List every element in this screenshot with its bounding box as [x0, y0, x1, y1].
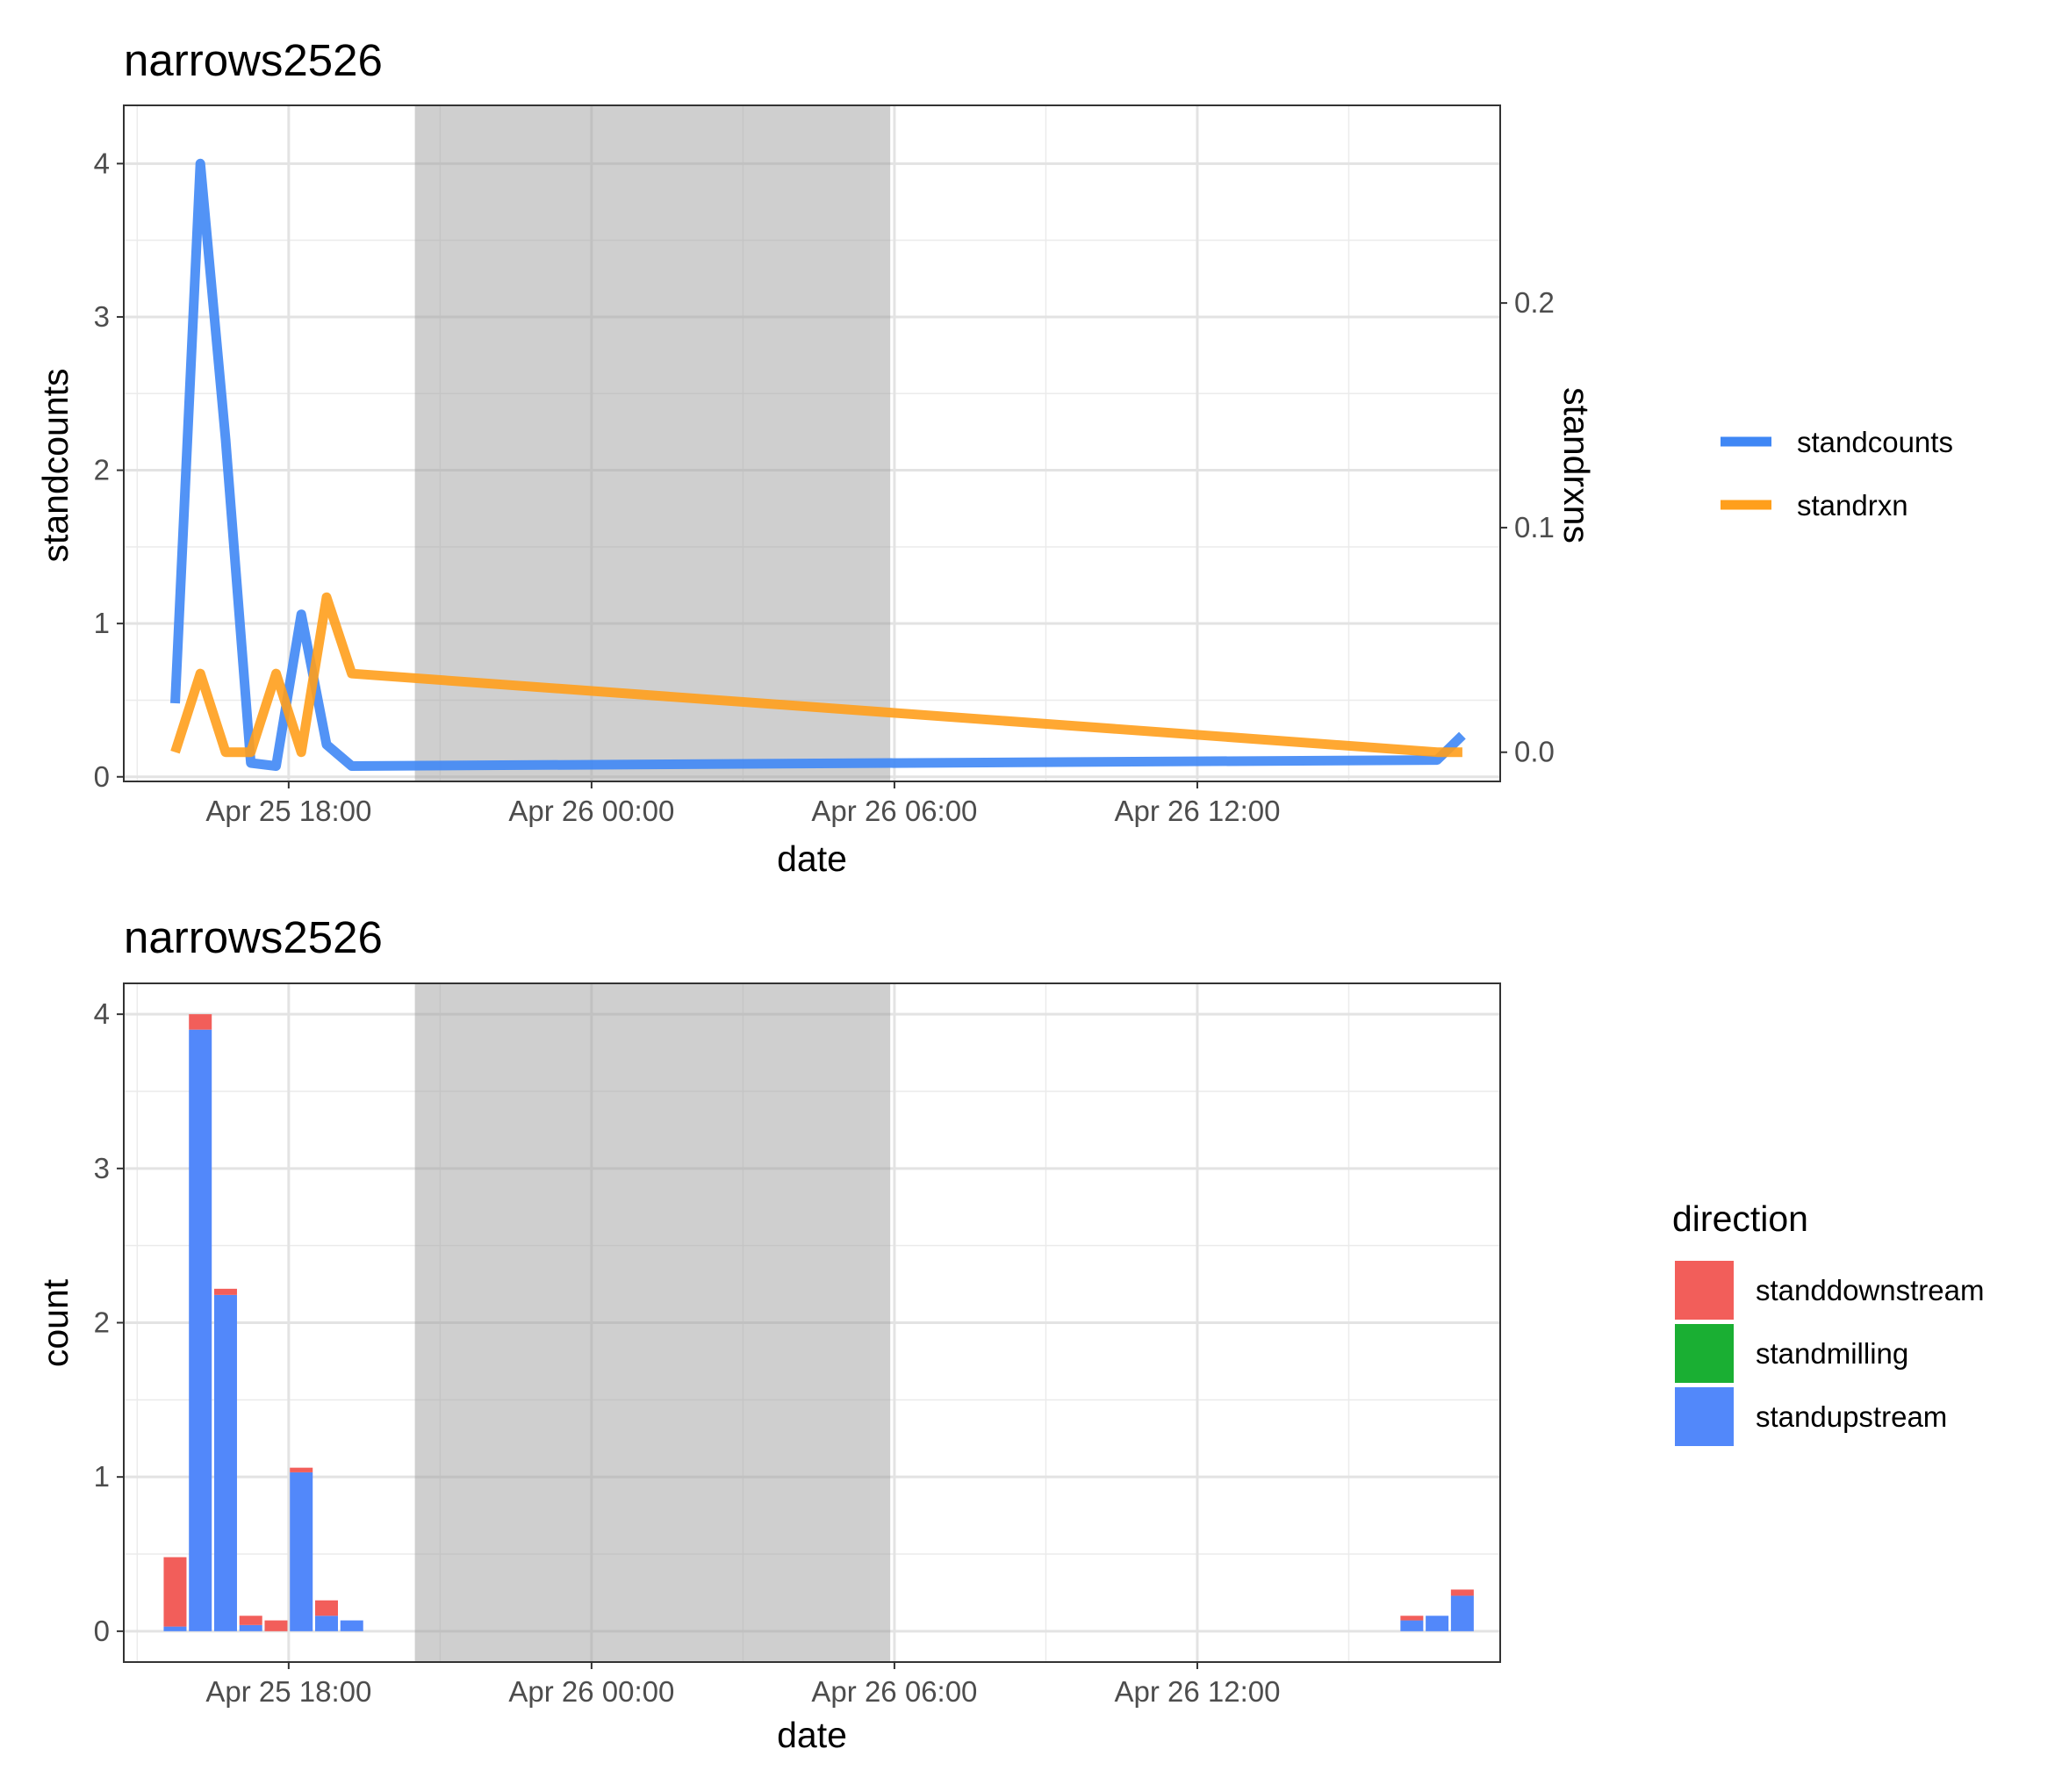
bar-standupstream	[314, 1616, 338, 1631]
bar-standdownstream	[314, 1600, 338, 1616]
bar-chart-x-axis-title: date	[777, 1715, 847, 1755]
bar-chart-legend: standdownstream standmilling standupstream	[1675, 1261, 1984, 1446]
x-tick-label: Apr 26 12:00	[1114, 1675, 1280, 1708]
line-chart-plot-area: Apr 25 18:00 Apr 26 00:00 Apr 26 06:00 Apr …	[94, 104, 1555, 827]
y2-tick-label: 0.2	[1514, 286, 1555, 319]
x-tick-label: Apr 26 00:00	[508, 795, 674, 827]
x-tick-label: Apr 26 06:00	[811, 795, 977, 827]
y-tick-label: 0	[94, 760, 110, 793]
bar-standdownstream	[290, 1467, 313, 1472]
legend-label-standmilling: standmilling	[1756, 1337, 1908, 1370]
x-tick-label: Apr 26 06:00	[811, 1675, 977, 1708]
bar-chart-panel: narrows2526 Apr 25 18:00 Apr 26 00:00 Apr …	[35, 912, 1984, 1755]
legend-label-standdownstream: standdownstream	[1756, 1274, 1984, 1306]
legend-key-standupstream	[1675, 1387, 1734, 1446]
bar-standupstream	[1426, 1616, 1449, 1631]
bar-standdownstream	[239, 1616, 262, 1625]
bar-chart-legend-title: direction	[1672, 1198, 1808, 1239]
bar-standdownstream	[1400, 1616, 1424, 1621]
bar-standupstream	[213, 1294, 237, 1631]
y-tick-label: 4	[94, 997, 110, 1030]
bar-chart-plot-area: Apr 25 18:00 Apr 26 00:00 Apr 26 06:00 Apr …	[94, 982, 1501, 1708]
line-chart-legend: standcounts standrxn	[1721, 426, 1953, 522]
y2-tick-label: 0.0	[1514, 736, 1555, 768]
y2-tick-label: 0.1	[1514, 511, 1555, 543]
bar-standdownstream	[163, 1557, 187, 1627]
x-tick-label: Apr 26 12:00	[1114, 795, 1280, 827]
y-tick-label: 1	[94, 607, 110, 639]
legend-label-standcounts: standcounts	[1797, 426, 1953, 458]
plot-border	[123, 104, 1501, 782]
series-line-standcounts	[170, 158, 1466, 771]
y-tick-label: 2	[94, 1306, 110, 1339]
bar-chart-title: narrows2526	[124, 912, 383, 962]
y-tick-label: 3	[94, 1152, 110, 1184]
bar-chart-y-axis-title: count	[35, 1278, 75, 1367]
bar-standupstream	[1400, 1620, 1424, 1631]
line-chart-x-axis-title: date	[777, 838, 847, 879]
y-tick-label: 3	[94, 300, 110, 333]
y-tick-label: 2	[94, 454, 110, 486]
bar-standupstream	[290, 1472, 313, 1631]
legend-key-standdownstream	[1675, 1261, 1734, 1320]
x-tick-label: Apr 25 18:00	[205, 795, 371, 827]
line-chart-y-axis-title: standcounts	[35, 368, 75, 562]
legend-label-standrxn: standrxn	[1797, 489, 1908, 522]
line-chart-title: narrows2526	[124, 35, 383, 85]
series-line-standrxn	[170, 592, 1462, 758]
x-tick-label: Apr 26 00:00	[508, 1675, 674, 1708]
bar-standupstream	[340, 1620, 363, 1631]
y-tick-label: 1	[94, 1460, 110, 1493]
bar-standupstream	[239, 1624, 262, 1631]
y-tick-label: 4	[94, 147, 110, 179]
night-shading	[414, 105, 891, 781]
bar-standupstream	[1450, 1595, 1474, 1631]
x-tick-label: Apr 25 18:00	[205, 1675, 371, 1708]
y-tick-label: 0	[94, 1615, 110, 1647]
legend-key-standmilling	[1675, 1324, 1734, 1383]
legend-label-standupstream: standupstream	[1756, 1400, 1947, 1433]
bar-standdownstream	[1450, 1589, 1474, 1596]
bar-standupstream	[163, 1626, 187, 1631]
line-chart-y2-axis-title: standrxns	[1556, 387, 1597, 543]
line-chart-panel: narrows2526 Apr 25 18:00 Apr 26 00:00 Apr …	[35, 35, 1953, 879]
bar-standdownstream	[264, 1620, 288, 1631]
bar-standupstream	[189, 1029, 212, 1631]
night-shading	[414, 983, 891, 1662]
bar-standdownstream	[213, 1288, 237, 1295]
bar-standdownstream	[189, 1014, 212, 1030]
